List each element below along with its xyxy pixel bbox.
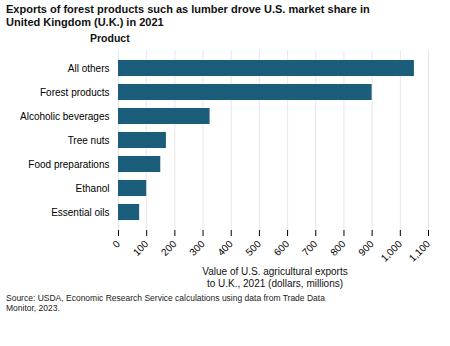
html-text:Source: USDA, Economic Researc: Source: USDA, Economic Research Service … <box>6 293 325 313</box>
svg-text:Food preparations: Food preparations <box>28 159 109 170</box>
svg-text:100: 100 <box>131 238 151 258</box>
svg-text:500: 500 <box>244 238 264 258</box>
svg-text:Alcoholic beverages: Alcoholic beverages <box>20 111 110 122</box>
svg-text:600: 600 <box>272 238 292 258</box>
svg-text:900: 900 <box>356 238 376 258</box>
svg-text:Ethanol: Ethanol <box>76 183 110 194</box>
svg-text:200: 200 <box>159 238 179 258</box>
svg-text:Forest products: Forest products <box>40 87 109 98</box>
svg-text:400: 400 <box>215 238 235 258</box>
svg-text:All others: All others <box>68 63 110 74</box>
svg-text:800: 800 <box>328 238 348 258</box>
svg-text:300: 300 <box>187 238 207 258</box>
svg-text:1,100: 1,100 <box>407 238 433 264</box>
html-text:Product: Product <box>90 32 130 44</box>
html-text:Value of U.S. agricultural exp: Value of U.S. agricultural exports to U.… <box>202 266 348 289</box>
svg-text:Essential oils: Essential oils <box>51 207 109 218</box>
svg-text:700: 700 <box>300 238 320 258</box>
svg-text:Tree nuts: Tree nuts <box>68 135 110 146</box>
svg-text:0: 0 <box>110 238 122 250</box>
html-text:Exports of forest products suc: Exports of forest products such as lumbe… <box>6 3 370 28</box>
svg-text:1,000: 1,000 <box>379 238 405 264</box>
